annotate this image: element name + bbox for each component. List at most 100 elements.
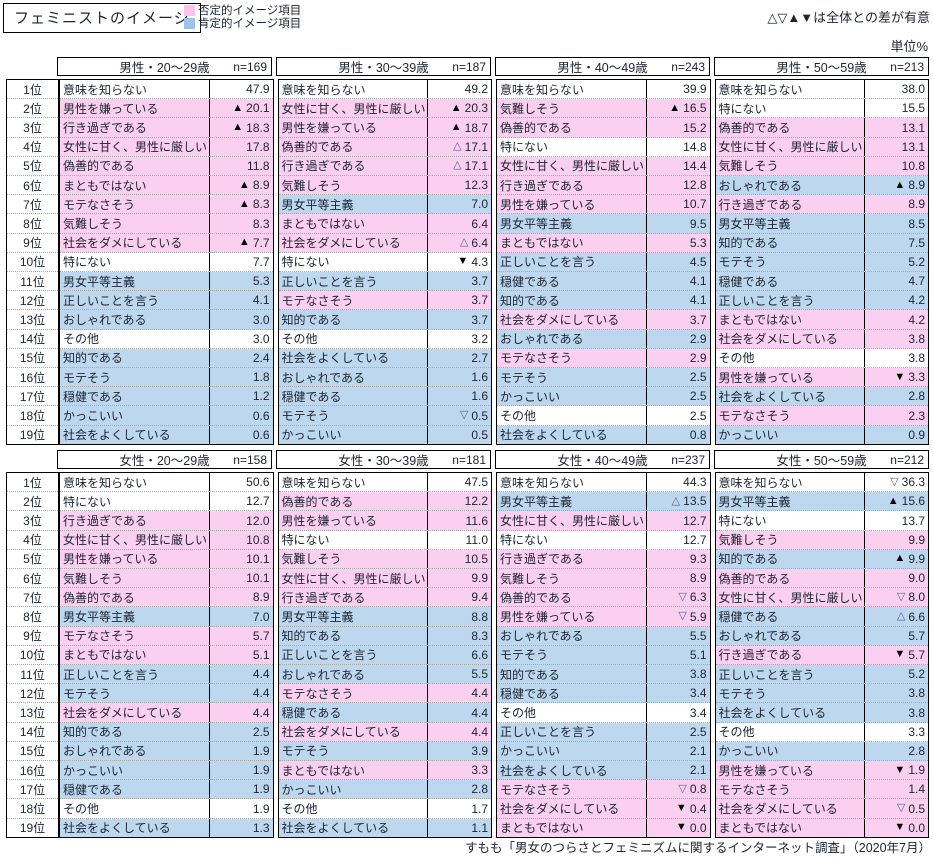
positive-color-swatch: [184, 17, 195, 29]
item-value-cell: 8.9: [864, 195, 928, 214]
item-value: 8.3: [471, 628, 488, 643]
item-label: モテそう: [718, 686, 767, 701]
item-label: モテそう: [500, 648, 549, 663]
item-value-cell: 12.7: [645, 511, 710, 530]
item-value: 9.5: [689, 216, 707, 231]
item-value: 10.5: [464, 551, 488, 566]
item-value: 5.3: [689, 235, 707, 250]
panel-header: 女性・20〜29歳 n=158: [57, 450, 272, 469]
item-label: 穏健である: [63, 389, 123, 404]
item-label: 男女平等主義: [63, 610, 136, 625]
item-label: 男女平等主義: [281, 610, 354, 625]
item-value: 8.9: [908, 178, 925, 193]
item-value-cell: 4.5: [645, 252, 710, 272]
item-value-cell: ▼ 4.3: [427, 252, 491, 272]
ranking-row: 社会をよくしている 2.7: [278, 348, 491, 369]
item-value-cell: 3.8: [864, 348, 928, 368]
item-value-cell: ▲ 18.3: [208, 118, 273, 137]
item-value-cell: 2.7: [427, 348, 491, 368]
item-value-cell: 2.5: [645, 722, 710, 741]
ranking-row: モテそう 3.8: [715, 684, 928, 704]
item-label: 知的である: [281, 629, 342, 644]
item-label: 社会をよくしている: [63, 821, 171, 836]
ranking-row: かっこいい 0.9: [715, 425, 928, 444]
item-value-cell: 47.9: [208, 80, 273, 99]
item-value-cell: 4.4: [208, 665, 273, 684]
item-value: 2.8: [471, 782, 488, 797]
item-value: 3.7: [689, 312, 707, 327]
item-label: おしゃれである: [281, 370, 366, 385]
item-label: その他: [281, 802, 318, 817]
item-value-cell: 13.1: [864, 137, 928, 156]
item-value-cell: 3.8: [864, 329, 928, 348]
item-value-cell: 4.2: [864, 291, 928, 310]
ranking-row: 正しいことを言う 4.5: [497, 252, 710, 273]
ranking-row: 社会をダメにしている 4.4: [278, 722, 491, 742]
ranking-row: 穏健である 1.9: [60, 780, 273, 800]
item-value-cell: 8.5: [864, 214, 928, 233]
item-value: 4.4: [252, 667, 270, 682]
item-label: その他: [63, 802, 100, 817]
item-value-cell: △ 17.1: [427, 137, 491, 156]
ranking-row: 偽善的である 15.2: [497, 118, 710, 138]
ranking-row: 正しいことを言う 2.5: [497, 722, 710, 742]
ranking-row: モテそう 5.2: [715, 252, 928, 273]
item-value: 1.9: [252, 763, 270, 778]
significance-marker-icon: ▲: [894, 552, 906, 565]
ranking-row: 女性に甘く、男性に厳しい ▽ 8.0: [715, 588, 928, 608]
item-value-cell: 7.0: [208, 607, 273, 626]
item-label: おしゃれである: [718, 178, 803, 193]
item-value-cell: 1.7: [427, 799, 491, 818]
item-label: 行き過ぎである: [718, 197, 803, 212]
item-value: 15.5: [901, 101, 925, 116]
ranking-row: おしゃれである 5.5: [278, 665, 491, 685]
item-value: 49.2: [464, 82, 488, 97]
item-value-cell: 3.8: [864, 684, 928, 703]
item-value: 17.8: [246, 139, 270, 154]
item-value-cell: 5.5: [645, 626, 710, 645]
item-label: 男性を嫌っている: [281, 121, 377, 135]
ranking-row: 正しいことを言う 5.2: [715, 665, 928, 685]
item-value-cell: 10.7: [645, 195, 710, 214]
item-value: 0.8: [689, 782, 707, 797]
item-label: 気難しそう: [718, 533, 779, 548]
item-value-cell: 39.9: [645, 80, 710, 99]
ranking-row: 行き過ぎである 9.4: [278, 588, 491, 608]
header-spacer: [6, 450, 57, 469]
item-value-cell: ▽ 5.9: [645, 607, 710, 626]
item-value: 1.2: [252, 389, 270, 404]
rank-label: 5位: [7, 157, 58, 177]
ranking-row: 行き過ぎである △ 17.1: [278, 156, 491, 177]
item-value-cell: 3.9: [427, 741, 491, 761]
item-value: 0.0: [689, 820, 707, 835]
item-label: 特にない: [718, 514, 767, 528]
item-label: 知的である: [281, 313, 342, 328]
item-value-cell: 9.3: [645, 549, 710, 569]
ranking-row: 男女平等主義 7.0: [278, 195, 491, 215]
ranking-row: 男女平等主義 8.5: [715, 214, 928, 234]
ranking-row: 穏健である 1.2: [60, 387, 273, 407]
item-value: 3.8: [908, 331, 925, 346]
ranking-row: 正しいことを言う 4.1: [60, 291, 273, 311]
rank-label: 10位: [7, 253, 58, 273]
panel-sample-size: n=243: [671, 59, 705, 74]
significance-marker-icon: ▲: [450, 101, 462, 114]
rank-label: 4位: [7, 531, 58, 550]
item-value-cell: 8.8: [427, 607, 491, 626]
item-label: 知的である: [500, 667, 560, 682]
item-label: かっこいい: [63, 409, 124, 424]
item-value-cell: 5.7: [864, 626, 928, 645]
item-label: 行き過ぎである: [281, 159, 366, 174]
item-value-cell: 5.2: [864, 252, 928, 272]
item-value: 1.4: [908, 782, 925, 797]
item-value: 0.9: [908, 427, 925, 442]
item-value-cell: 14.4: [645, 156, 710, 176]
rank-label: 4位: [7, 138, 58, 157]
item-value-cell: 5.3: [208, 272, 273, 291]
item-label: 正しいことを言う: [281, 274, 378, 289]
item-label: 特にない: [500, 140, 549, 155]
item-value-cell: △ 6.4: [427, 233, 491, 252]
item-label: 特にない: [281, 255, 330, 270]
item-label: 正しいことを言う: [718, 293, 815, 308]
